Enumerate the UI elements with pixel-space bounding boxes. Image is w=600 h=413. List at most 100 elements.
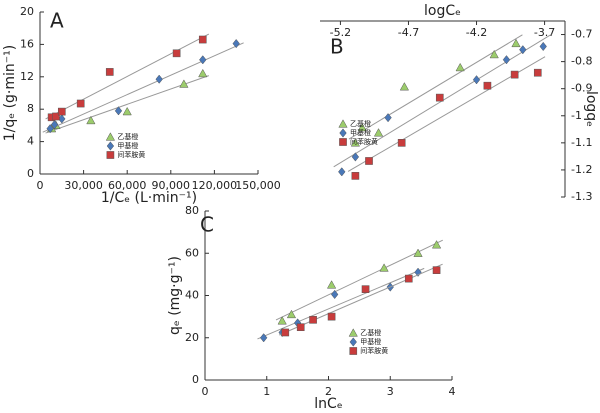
y-tick-label: -1.3 bbox=[571, 190, 592, 203]
x-axis-label: 1/Cₑ (L·min⁻¹) bbox=[101, 190, 197, 206]
point bbox=[413, 248, 423, 257]
y-tick-label: 4 bbox=[27, 135, 34, 148]
point bbox=[432, 266, 441, 274]
y-tick-label: -0.7 bbox=[571, 28, 592, 41]
y-tick-label: -0.9 bbox=[571, 82, 592, 95]
x-tick-label: -5.2 bbox=[330, 26, 351, 39]
point bbox=[483, 81, 492, 90]
point bbox=[384, 113, 392, 123]
x-tick-label: 0 bbox=[202, 385, 209, 398]
y-tick-label: -0.8 bbox=[571, 55, 592, 68]
y-tick-label: 20 bbox=[20, 5, 34, 18]
point bbox=[510, 70, 519, 79]
trend-line bbox=[348, 34, 523, 140]
legend-marker bbox=[106, 151, 115, 159]
point bbox=[199, 55, 207, 65]
point bbox=[361, 285, 370, 293]
x-tick-label: -4.2 bbox=[466, 26, 487, 39]
y-tick-label: -1 bbox=[571, 109, 582, 122]
x-tick-label: -4.7 bbox=[398, 26, 419, 39]
point bbox=[404, 274, 413, 283]
x-tick-label: 60,000 bbox=[108, 179, 147, 192]
x-tick-label: 90,000 bbox=[152, 179, 191, 192]
legend-marker bbox=[339, 138, 347, 146]
point bbox=[172, 49, 181, 58]
point bbox=[330, 289, 339, 300]
legend-label: 乙基橙 bbox=[350, 119, 371, 128]
point bbox=[105, 68, 114, 76]
y-tick-label: -1.2 bbox=[571, 163, 592, 176]
y-axis-label: qₑ (mg·g⁻¹) bbox=[167, 256, 183, 335]
x-tick-label: 3 bbox=[387, 385, 394, 398]
point bbox=[489, 49, 499, 59]
y-axis-label: logqₑ bbox=[583, 91, 599, 127]
point bbox=[57, 107, 66, 116]
point bbox=[46, 124, 54, 134]
x-tick-label: 2 bbox=[325, 385, 332, 398]
x-tick-label: 0 bbox=[37, 179, 44, 192]
x-axis-label: logCₑ bbox=[424, 3, 461, 19]
point bbox=[76, 99, 85, 108]
point bbox=[373, 128, 384, 137]
x-axis-label: lnCₑ bbox=[314, 396, 342, 412]
legend-label: 乙基橙 bbox=[360, 328, 381, 337]
trend-line bbox=[257, 267, 425, 340]
y-axis-label: 1/qₑ (g·min⁻¹) bbox=[2, 45, 18, 141]
point bbox=[155, 74, 163, 84]
point bbox=[472, 75, 481, 85]
legend-marker bbox=[349, 347, 358, 355]
point bbox=[379, 263, 389, 272]
legend-label: 甲基橙 bbox=[117, 141, 138, 150]
point bbox=[50, 119, 59, 130]
legend-label: 乙基橙 bbox=[117, 132, 138, 141]
x-tick-label: 120,000 bbox=[192, 179, 238, 192]
point bbox=[435, 93, 444, 102]
point bbox=[502, 55, 511, 65]
point bbox=[519, 45, 527, 55]
y-tick-label: 0 bbox=[192, 373, 199, 386]
panel-label: B bbox=[330, 35, 344, 59]
x-tick-label: 1 bbox=[263, 385, 270, 398]
point bbox=[351, 172, 360, 180]
point bbox=[351, 152, 360, 162]
legend-label: 甲基橙 bbox=[360, 337, 381, 346]
point bbox=[86, 115, 96, 125]
point bbox=[114, 106, 123, 116]
y-tick-label: 16 bbox=[20, 37, 34, 50]
panel-label: A bbox=[50, 9, 64, 33]
legend-label: 间苯胺黄 bbox=[117, 150, 145, 159]
point bbox=[259, 333, 268, 343]
point bbox=[397, 139, 406, 147]
point bbox=[455, 62, 465, 72]
y-tick-label: 8 bbox=[27, 102, 34, 115]
y-tick-label: 40 bbox=[185, 289, 199, 302]
point bbox=[338, 167, 346, 177]
y-tick-label: -1.1 bbox=[571, 136, 592, 149]
point bbox=[326, 280, 337, 289]
point bbox=[533, 68, 542, 77]
legend-label: 间苯胺黄 bbox=[360, 346, 388, 355]
point bbox=[277, 316, 287, 325]
legend-marker bbox=[348, 328, 358, 337]
point bbox=[52, 112, 60, 121]
point bbox=[309, 315, 317, 324]
point bbox=[179, 79, 189, 88]
x-tick-label: 150,000 bbox=[235, 179, 281, 192]
point bbox=[281, 328, 290, 337]
y-tick-label: 0 bbox=[27, 167, 34, 180]
legend-marker bbox=[338, 119, 348, 128]
point bbox=[198, 35, 207, 44]
point bbox=[350, 138, 361, 147]
y-tick-label: 12 bbox=[20, 70, 34, 83]
panel-label: C bbox=[200, 213, 214, 237]
y-tick-label: 20 bbox=[185, 331, 199, 344]
x-tick-label: -3.7 bbox=[534, 26, 555, 39]
point bbox=[539, 41, 547, 52]
point bbox=[296, 323, 305, 332]
legend-label: 甲基橙 bbox=[350, 128, 371, 137]
trend-line bbox=[275, 239, 443, 321]
